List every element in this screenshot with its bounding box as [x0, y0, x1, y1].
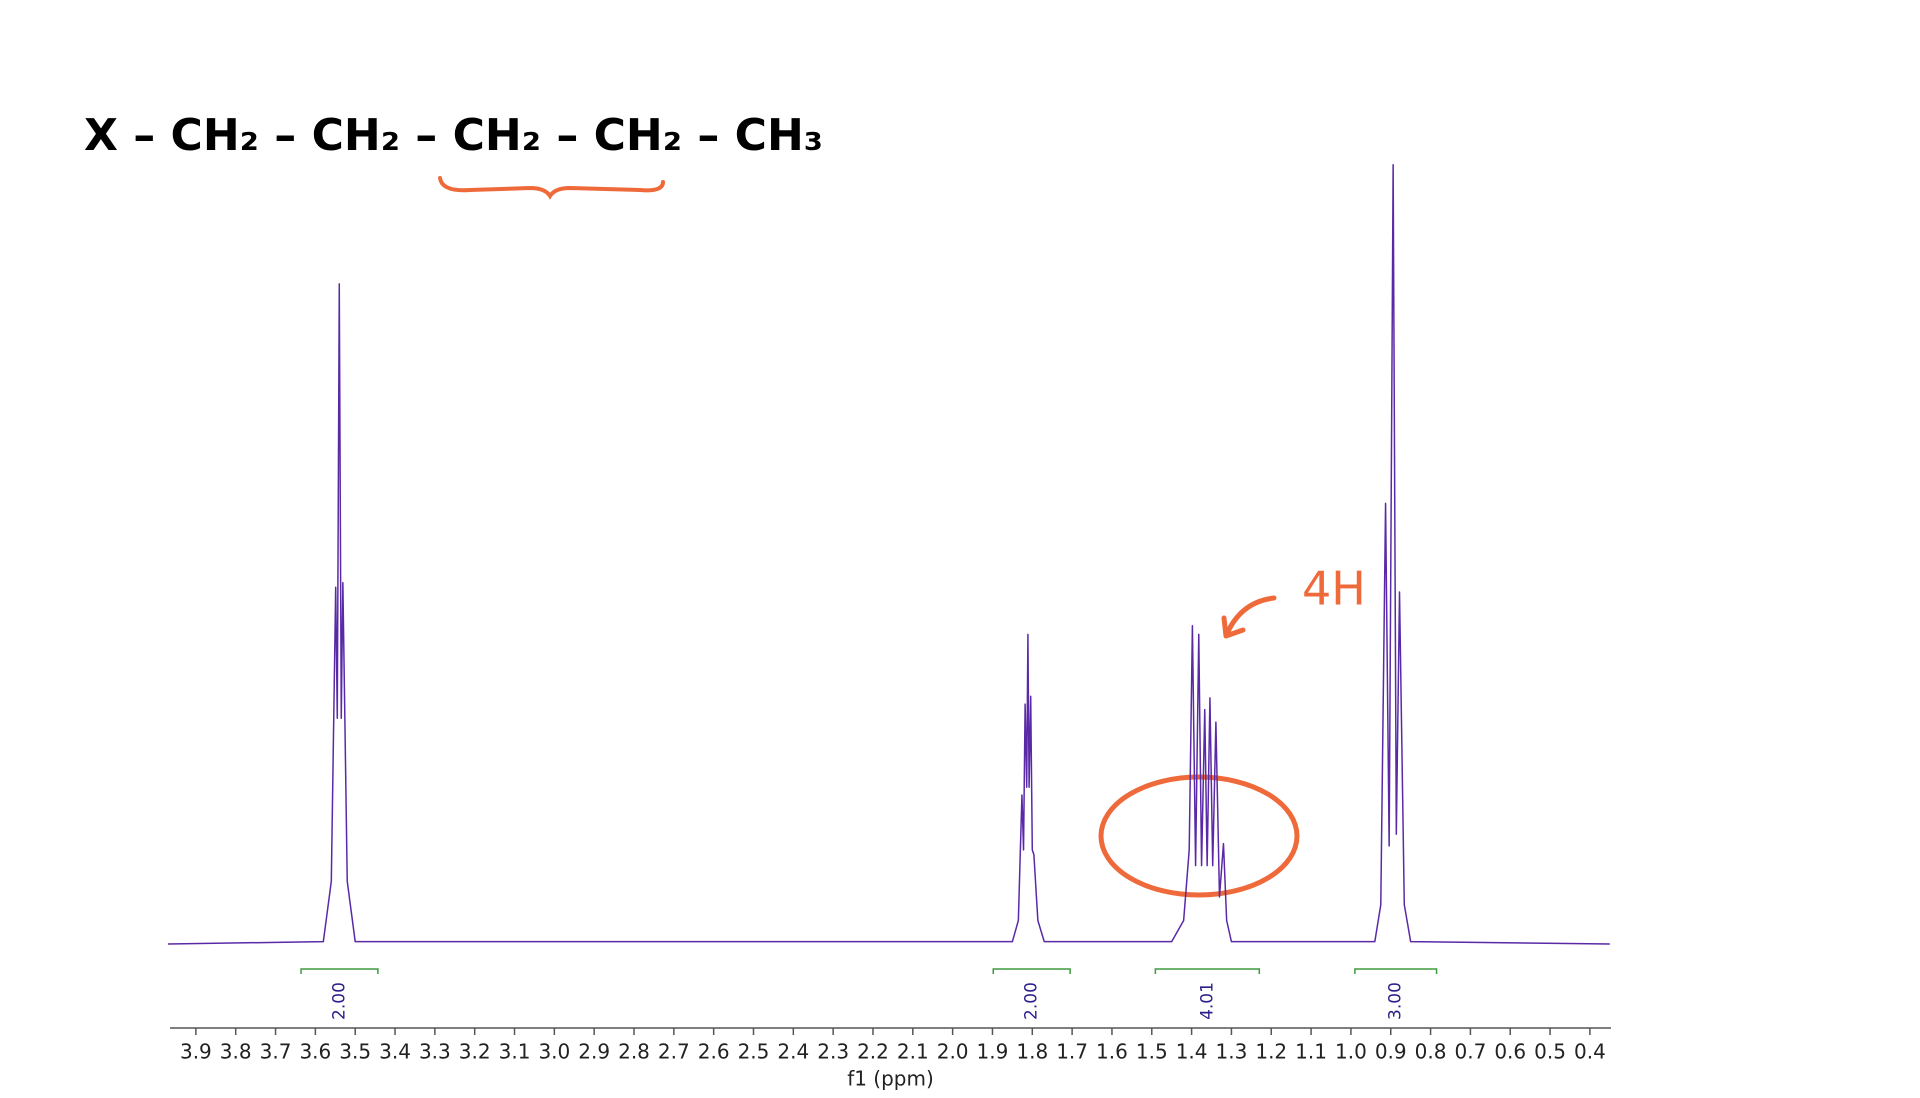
- integral-bracket: [300, 968, 379, 974]
- x-tick-label: 3.8: [220, 1040, 252, 1064]
- x-tick-label: 2.1: [897, 1040, 929, 1064]
- x-tick-label: 1.1: [1295, 1040, 1327, 1064]
- x-tick-label: 3.2: [459, 1040, 491, 1064]
- x-tick-label: 1.4: [1176, 1040, 1208, 1064]
- integral-label: 3.00: [1386, 982, 1406, 1020]
- x-tick-label: 2.7: [658, 1040, 690, 1064]
- x-tick-label: 3.3: [419, 1040, 451, 1064]
- integral-bracket: [992, 968, 1071, 974]
- integral-label: 2.00: [329, 982, 349, 1020]
- x-tick-label: 1.9: [977, 1040, 1009, 1064]
- x-tick-label: 0.5: [1534, 1040, 1566, 1064]
- annotation: 4H: [1302, 562, 1366, 616]
- integral-label: 2.00: [1022, 982, 1042, 1020]
- arrow: [1221, 595, 1277, 639]
- x-tick-label: 2.5: [738, 1040, 770, 1064]
- x-tick-label: 3.9: [180, 1040, 212, 1064]
- x-tick-label: 1.7: [1056, 1040, 1088, 1064]
- x-tick-label: 1.2: [1255, 1040, 1287, 1064]
- spectrum-line: [167, 163, 1610, 945]
- x-tick-label: 2.2: [857, 1040, 889, 1064]
- integral-label: 4.01: [1197, 982, 1217, 1020]
- integral-bracket: [1354, 968, 1438, 974]
- x-tick-label: 3.7: [260, 1040, 292, 1064]
- x-tick-label: 2.9: [578, 1040, 610, 1064]
- brace: [438, 176, 665, 200]
- x-axis-label: f1 (ppm): [847, 1067, 934, 1091]
- x-tick-label: 0.7: [1454, 1040, 1486, 1064]
- x-tick-label: 1.6: [1096, 1040, 1128, 1064]
- highlight-circle: [1098, 774, 1300, 898]
- x-tick-label: 3.6: [299, 1040, 331, 1064]
- x-tick-label: 3.1: [499, 1040, 531, 1064]
- x-tick-label: 2.0: [937, 1040, 969, 1064]
- x-tick-label: 1.5: [1136, 1040, 1168, 1064]
- x-tick-label: 3.5: [339, 1040, 371, 1064]
- structure: X – CH₂ – CH₂ – CH₂ – CH₂ – CH₃: [84, 110, 823, 161]
- x-tick-label: 3.4: [379, 1040, 411, 1064]
- x-tick-label: 2.4: [777, 1040, 809, 1064]
- x-tick-label: 0.9: [1375, 1040, 1407, 1064]
- x-tick-label: 2.8: [618, 1040, 650, 1064]
- x-tick-label: 1.0: [1335, 1040, 1367, 1064]
- x-tick-label: 2.3: [817, 1040, 849, 1064]
- x-tick-label: 3.0: [538, 1040, 570, 1064]
- x-tick-label: 2.6: [698, 1040, 730, 1064]
- x-tick-label: 0.4: [1574, 1040, 1606, 1064]
- integral-bracket: [1154, 968, 1261, 974]
- x-tick-label: 0.6: [1494, 1040, 1526, 1064]
- x-tick-label: 0.8: [1415, 1040, 1447, 1064]
- x-tick-label: 1.8: [1016, 1040, 1048, 1064]
- x-tick-label: 1.3: [1216, 1040, 1248, 1064]
